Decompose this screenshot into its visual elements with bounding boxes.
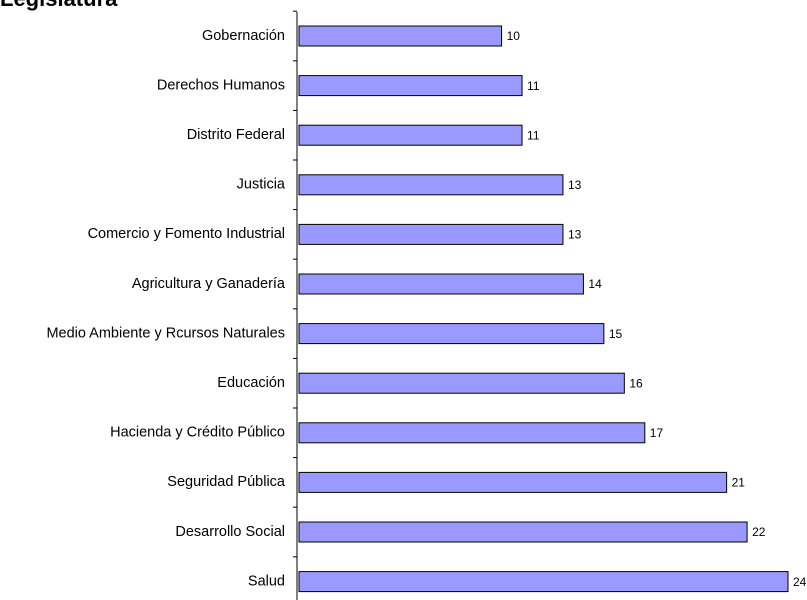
value-label: 16: [629, 376, 643, 390]
value-label: 14: [588, 277, 602, 291]
bar: [298, 422, 646, 444]
bar: [298, 273, 584, 295]
bar: [298, 124, 523, 146]
bar: [298, 323, 605, 345]
category-label: Salud: [248, 573, 285, 589]
category-label: Gobernación: [202, 28, 285, 44]
category-label: Educación: [217, 375, 285, 391]
value-label: 21: [732, 476, 746, 490]
category-label: Agricultura y Ganadería: [132, 276, 286, 292]
chart-title: Legislatura: [0, 0, 118, 11]
category-label: Seguridad Pública: [167, 474, 286, 490]
category-label: Medio Ambiente y Rcursos Naturales: [46, 325, 285, 341]
bar: [298, 372, 625, 394]
bar: [298, 174, 564, 196]
bar: [298, 571, 789, 593]
value-label: 11: [527, 128, 540, 142]
value-label: 17: [650, 426, 664, 440]
category-label: Distrito Federal: [187, 127, 285, 143]
bar: [298, 471, 728, 493]
value-label: 22: [752, 525, 766, 539]
bar: [298, 223, 564, 245]
value-label: 13: [568, 228, 582, 242]
value-label: 24: [793, 575, 807, 589]
bar: [298, 521, 748, 543]
category-label: Derechos Humanos: [157, 77, 285, 93]
category-label: Hacienda y Crédito Público: [110, 425, 285, 441]
category-label: Desarrollo Social: [175, 524, 285, 540]
category-label: Justicia: [237, 177, 286, 193]
bar: [298, 75, 523, 97]
value-label: 13: [568, 178, 582, 192]
value-label: 10: [507, 29, 521, 43]
bar: [298, 25, 503, 47]
category-label: Comercio y Fomento Industrial: [88, 226, 285, 242]
value-label: 11: [527, 79, 540, 93]
value-label: 15: [609, 327, 623, 341]
